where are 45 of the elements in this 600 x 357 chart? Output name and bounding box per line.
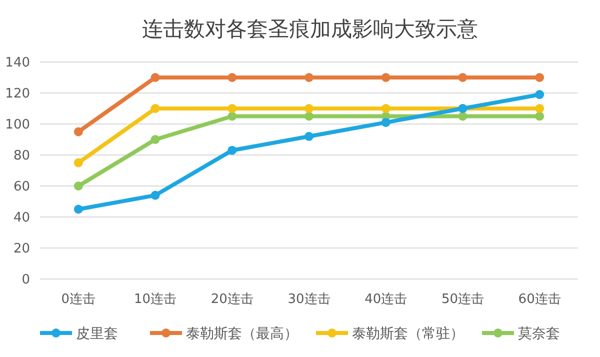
point [150, 135, 160, 144]
legend-label: 莫奈套 [518, 326, 560, 342]
legend-label: 皮里套 [76, 326, 118, 342]
point [535, 90, 544, 100]
point [228, 73, 237, 82]
point [304, 104, 314, 113]
legend-label: 泰勒斯套（最高） [186, 326, 298, 342]
point [458, 73, 468, 82]
legend-label: 泰勒斯套（常驻） [352, 326, 464, 342]
point [150, 104, 160, 113]
point [74, 158, 83, 168]
point [535, 104, 544, 113]
point [535, 73, 544, 82]
x-tick-label: 60连击 [518, 292, 561, 307]
point [304, 132, 314, 141]
point [74, 182, 83, 190]
y-tick-label: 60 [13, 180, 30, 195]
point [228, 112, 237, 121]
chart-title: 连击数对各套圣痕加成影响大致示意 [142, 17, 478, 41]
point [458, 112, 468, 121]
point [228, 146, 237, 155]
point [304, 112, 314, 121]
x-tick-label: 10连击 [134, 292, 177, 307]
point [381, 118, 390, 127]
y-tick-label: 140 [5, 56, 30, 71]
point [150, 73, 160, 82]
x-tick-label: 0连击 [61, 292, 96, 307]
y-tick-label: 20 [13, 242, 30, 257]
point [381, 104, 390, 113]
point [74, 127, 83, 136]
point [304, 73, 314, 82]
x-tick-label: 40连击 [364, 292, 408, 307]
x-tick-label: 20连击 [210, 292, 254, 307]
point [74, 204, 83, 214]
x-tick-label: 50连击 [441, 292, 484, 307]
y-tick-label: 80 [13, 148, 30, 164]
x-tick-label: 30连击 [288, 292, 330, 307]
y-tick-label: 40 [13, 210, 30, 226]
point [381, 73, 390, 82]
point [535, 112, 544, 121]
point [150, 190, 160, 200]
y-tick-label: 0 [22, 272, 30, 288]
point [228, 104, 237, 113]
y-tick-label: 100 [5, 118, 30, 133]
y-tick-label: 120 [5, 86, 30, 102]
